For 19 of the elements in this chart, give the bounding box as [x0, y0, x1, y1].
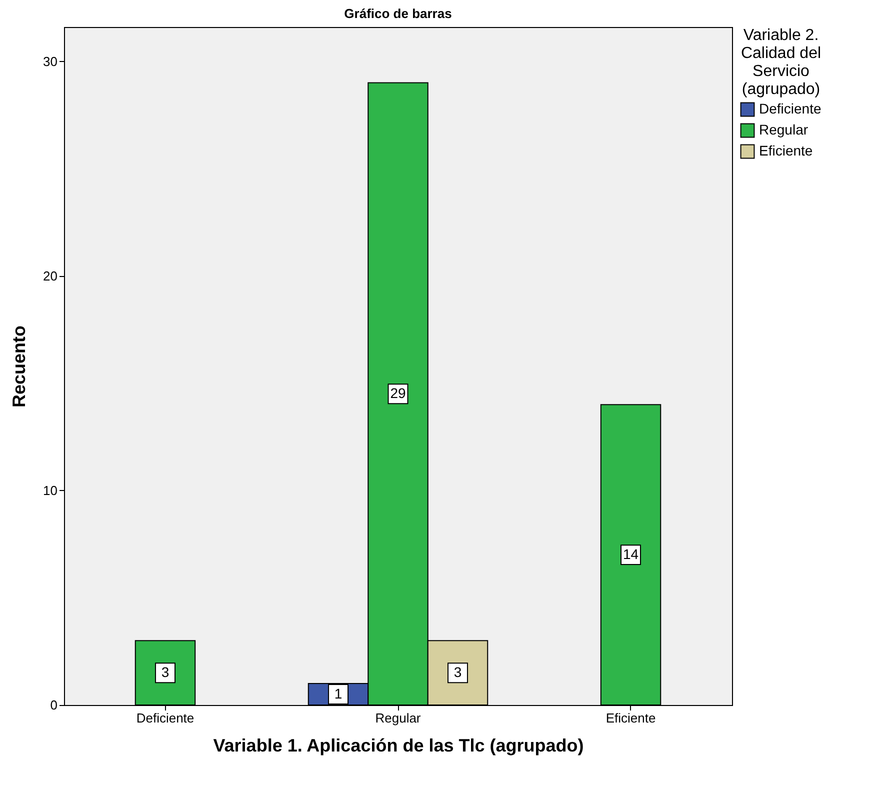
- y-axis-title: Recuento: [9, 325, 30, 408]
- legend-label: Regular: [759, 122, 808, 138]
- y-tick-label: 10: [43, 482, 58, 498]
- x-axis-title: Variable 1. Aplicación de las Tlc (agrupado): [213, 736, 584, 756]
- y-tick-label: 0: [50, 698, 58, 712]
- x-tick-label: Regular: [375, 710, 422, 726]
- y-tick-label: 20: [43, 268, 58, 284]
- legend-label: Deficiente: [759, 100, 822, 116]
- data-label: 1: [334, 685, 342, 702]
- x-tick-label: Deficiente: [136, 710, 194, 726]
- data-label: 14: [622, 546, 639, 562]
- y-tick-label: 30: [43, 54, 58, 69]
- data-label: 3: [454, 664, 462, 680]
- legend-label: Eficiente: [759, 142, 813, 158]
- chart-title: Gráfico de barras: [344, 6, 452, 21]
- data-label: 29: [390, 384, 406, 401]
- legend-title: Variable 2. Calidad del Servicio (agrupado): [740, 27, 822, 98]
- data-label: 3: [161, 664, 170, 680]
- x-tick-label: Eficiente: [606, 710, 656, 726]
